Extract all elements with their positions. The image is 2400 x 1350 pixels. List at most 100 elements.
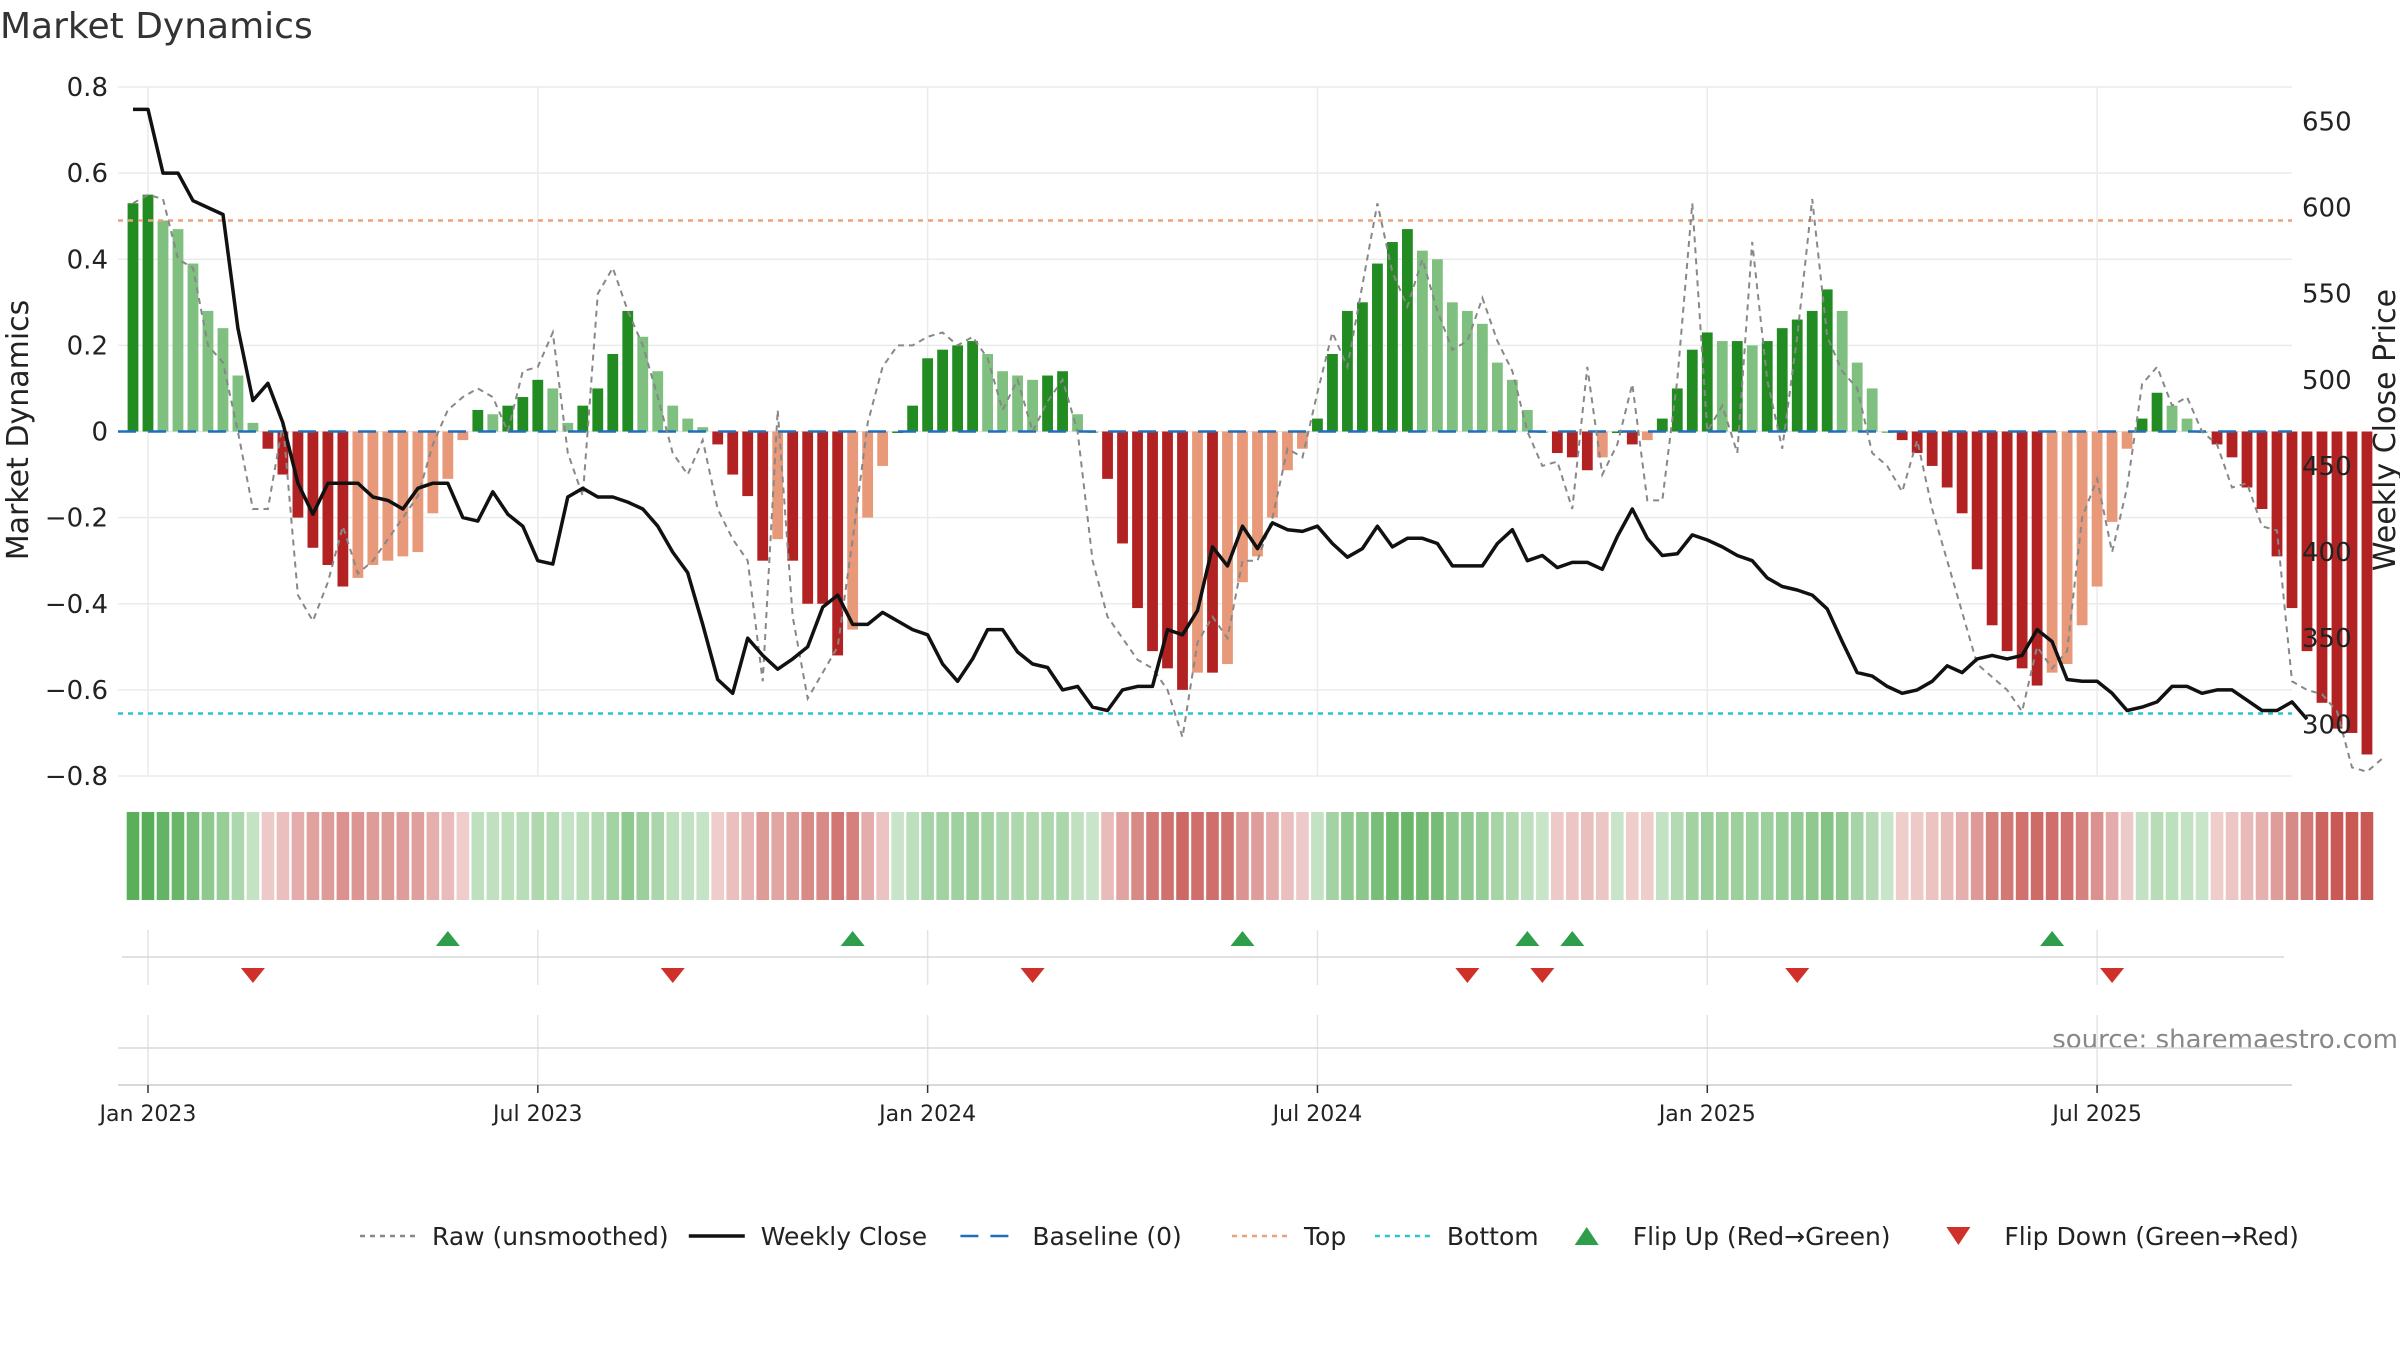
- market-dynamics-bar: [2061, 431, 2073, 665]
- x-tick-label: Jan 2024: [877, 1102, 976, 1127]
- market-dynamics-bar: [997, 371, 1008, 432]
- regime-strip-cell: [741, 812, 755, 900]
- regime-strip-cell: [1655, 812, 1669, 900]
- right-tick-label: 450: [2302, 452, 2352, 482]
- market-dynamics-bar: [1417, 250, 1428, 432]
- legend-swatch-flip-down: [1946, 1227, 1971, 1245]
- market-dynamics-bar: [1551, 431, 1563, 454]
- market-dynamics-bar: [2211, 431, 2223, 445]
- market-dynamics-bar: [667, 405, 679, 432]
- market-dynamics-bar: [1866, 388, 1878, 432]
- market-dynamics-bar: [1012, 375, 1023, 432]
- market-dynamics-bar: [352, 431, 364, 578]
- regime-strip-cell: [831, 812, 844, 900]
- axis-tick-labels: −0.8 −0.6 −0.4 −0.2 0 0.2 0.4 0.6 0.8 300 350 400 45…: [45, 73, 2352, 792]
- regime-strip-cell: [2105, 812, 2119, 900]
- regime-strip-cell: [1206, 812, 1219, 900]
- regime-strip-cell: [1760, 812, 1774, 900]
- market-dynamics-bar: [1971, 431, 1983, 570]
- market-dynamics-bar: [1402, 229, 1413, 432]
- market-dynamics-bar: [412, 431, 424, 553]
- market-dynamics-bars: [127, 194, 2373, 755]
- legend-label: Weekly Close: [761, 1222, 927, 1251]
- regime-strip-cell: [2240, 812, 2254, 900]
- regime-strip-cell: [1775, 812, 1789, 900]
- regime-strip-cell: [1940, 812, 1954, 900]
- market-dynamics-bar: [1716, 341, 1728, 432]
- regime-strip-cell: [1670, 812, 1684, 900]
- regime-strip-cell: [501, 812, 515, 900]
- right-tick-label: 650: [2302, 107, 2352, 137]
- market-dynamics-bar: [2166, 405, 2178, 432]
- market-dynamics-bar: [712, 431, 724, 445]
- market-dynamics-bar: [502, 405, 514, 432]
- regime-strip-cell: [1131, 812, 1144, 900]
- regime-strip-cell: [591, 812, 605, 900]
- regime-strip-cell: [411, 812, 425, 900]
- regime-strip-cell: [1356, 812, 1369, 900]
- regime-strip-cell: [2150, 812, 2164, 900]
- market-dynamics-bar: [577, 405, 589, 432]
- regime-strip-cell: [1041, 812, 1054, 900]
- market-dynamics-bar: [697, 427, 709, 432]
- market-dynamics-bar: [1117, 431, 1128, 544]
- regime-strip-cell: [1566, 812, 1579, 900]
- market-dynamics-bar: [292, 431, 304, 518]
- regime-strip-cell: [1626, 812, 1639, 900]
- regime-strip-cell: [456, 812, 470, 900]
- market-dynamics-bar: [862, 431, 874, 518]
- regime-strip-cell: [2030, 812, 2044, 900]
- regime-strip-cell: [186, 812, 200, 900]
- series-lines: [132, 107, 2383, 773]
- regime-strip-cell: [1431, 812, 1444, 900]
- regime-strip-cell: [201, 812, 215, 900]
- market-dynamics-bar: [1581, 431, 1593, 471]
- market-dynamics-bar: [592, 388, 604, 432]
- market-dynamics-bar: [1941, 431, 1953, 488]
- left-tick-label: −0.4: [45, 590, 108, 620]
- market-dynamics-bar: [322, 431, 334, 565]
- market-dynamics-bar: [2121, 431, 2133, 449]
- regime-strip-cell: [2270, 812, 2284, 900]
- x-tick-label: Jul 2024: [1271, 1102, 1363, 1127]
- regime-strip-cell: [666, 812, 680, 900]
- regime-strip-cell: [1790, 812, 1804, 900]
- market-dynamics-bar: [547, 388, 559, 432]
- market-dynamics-bar: [967, 341, 979, 432]
- regime-strip-cell: [771, 812, 784, 900]
- market-dynamics-bar: [832, 431, 844, 656]
- regime-strip-cell: [231, 812, 245, 900]
- regime-strip-cell: [1281, 812, 1294, 900]
- regime-strip-cell: [936, 812, 949, 900]
- market-dynamics-bar: [142, 194, 154, 432]
- regime-strip-cell: [786, 812, 799, 900]
- regime-strip-cell: [486, 812, 500, 900]
- market-dynamics-bar: [2046, 431, 2058, 673]
- left-tick-label: 0.4: [67, 245, 108, 275]
- left-tick-label: −0.6: [45, 676, 108, 706]
- regime-strip-cell: [2315, 812, 2329, 900]
- regime-strip-cell: [126, 812, 140, 900]
- regime-strip-cell: [2330, 812, 2344, 900]
- left-tick-label: 0: [91, 418, 108, 448]
- regime-strip-cell: [1341, 812, 1354, 900]
- right-tick-label: 300: [2302, 710, 2352, 740]
- regime-strip-cell: [2090, 812, 2104, 900]
- regime-strip-cell: [366, 812, 380, 900]
- flip-down-marker: [1455, 968, 1480, 983]
- flip-markers: [122, 931, 2284, 983]
- regime-strip-cell: [1835, 812, 1849, 900]
- regime-strip-cell: [2195, 812, 2209, 900]
- market-dynamics-bar: [2301, 431, 2313, 652]
- regime-strip-cell: [1730, 812, 1744, 900]
- market-dynamics-bar: [262, 431, 274, 449]
- regime-strip-cell: [246, 812, 260, 900]
- market-dynamics-bar: [1686, 349, 1698, 432]
- regime-strip-cell: [1551, 812, 1564, 900]
- regime-strip-cell: [1955, 812, 1969, 900]
- market-dynamics-bar: [1057, 371, 1068, 432]
- regime-strip-cell: [2000, 812, 2014, 900]
- regime-strip-cell: [636, 812, 650, 900]
- market-dynamics-bar: [787, 431, 799, 561]
- market-dynamics-bar: [277, 431, 289, 475]
